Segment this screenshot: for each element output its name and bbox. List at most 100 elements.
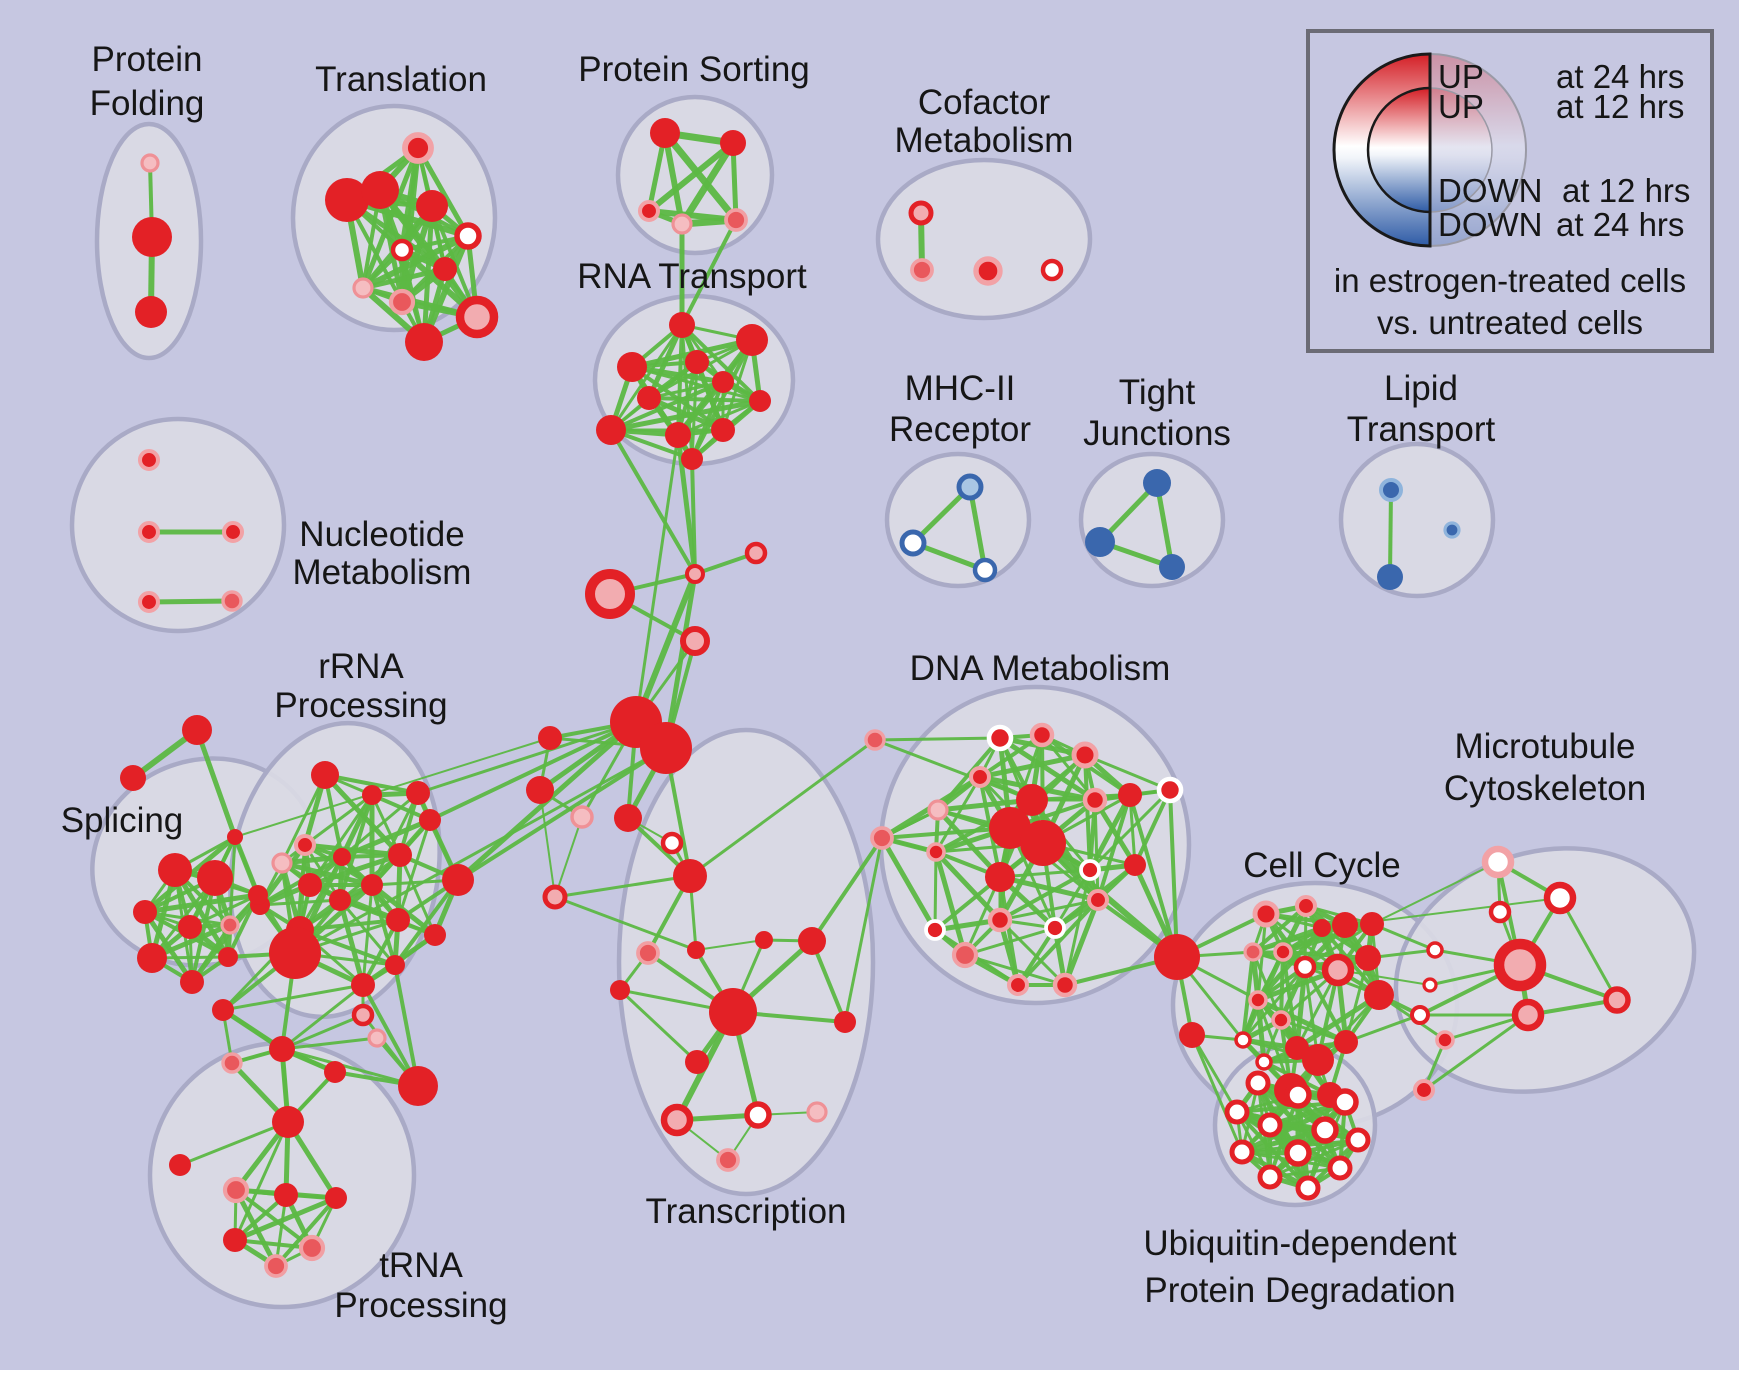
edge bbox=[695, 939, 765, 951]
node-113 bbox=[1079, 859, 1101, 881]
node-156 bbox=[1295, 1175, 1321, 1201]
node-55 bbox=[311, 761, 339, 789]
node-87 bbox=[269, 1036, 295, 1062]
node-18 bbox=[724, 208, 748, 232]
node-115 bbox=[1086, 888, 1110, 912]
cluster-mt-label-1: Cytoskeleton bbox=[1444, 769, 1646, 808]
cluster-mh-ellipse bbox=[884, 451, 1032, 589]
node-172 bbox=[221, 590, 243, 612]
edge bbox=[1062, 899, 1101, 986]
cluster-tr-label-0: Translation bbox=[315, 60, 487, 99]
cluster-cc-label-0: Cell Cycle bbox=[1243, 846, 1401, 885]
edge bbox=[194, 729, 238, 838]
edge bbox=[554, 895, 697, 952]
node-22 bbox=[685, 350, 709, 374]
node-75 bbox=[197, 860, 233, 896]
edge bbox=[998, 918, 1067, 987]
node-50 bbox=[834, 1011, 856, 1033]
node-92 bbox=[169, 1154, 191, 1176]
node-71 bbox=[269, 927, 321, 979]
edge bbox=[999, 874, 1099, 903]
edge bbox=[1251, 904, 1308, 954]
node-119 bbox=[951, 941, 979, 969]
edge bbox=[1190, 1034, 1239, 1113]
node-12 bbox=[455, 295, 499, 339]
cluster-dm-label-0: DNA Metabolism bbox=[910, 649, 1171, 688]
node-11 bbox=[388, 288, 416, 316]
node-132 bbox=[1293, 955, 1317, 979]
node-54 bbox=[716, 1148, 740, 1172]
node-128 bbox=[1332, 912, 1358, 938]
edge bbox=[633, 572, 698, 724]
node-134 bbox=[1355, 945, 1381, 971]
node-158 bbox=[1543, 881, 1577, 915]
node-83 bbox=[120, 765, 146, 791]
cluster-lt-label-0: Lipid bbox=[1384, 369, 1458, 408]
node-85 bbox=[227, 829, 243, 845]
node-177 bbox=[956, 473, 984, 501]
edge bbox=[338, 794, 374, 901]
node-82 bbox=[248, 885, 268, 905]
node-23 bbox=[712, 371, 734, 393]
node-3 bbox=[402, 132, 434, 164]
node-16 bbox=[637, 199, 661, 223]
node-153 bbox=[1284, 1139, 1312, 1167]
node-14 bbox=[650, 118, 680, 148]
edge bbox=[1016, 926, 1057, 987]
edge bbox=[1241, 1127, 1326, 1155]
node-96 bbox=[223, 1228, 247, 1252]
node-26 bbox=[596, 415, 626, 445]
node-146 bbox=[1284, 1081, 1312, 1109]
node-123 bbox=[1154, 934, 1200, 980]
node-2 bbox=[135, 296, 167, 328]
node-28 bbox=[711, 418, 735, 442]
node-127 bbox=[1313, 919, 1331, 937]
cluster-tx-label-0: Transcription bbox=[646, 1192, 847, 1231]
node-24 bbox=[749, 390, 771, 412]
node-27 bbox=[665, 422, 691, 448]
node-125 bbox=[1252, 900, 1280, 928]
node-37 bbox=[526, 776, 554, 804]
edge bbox=[294, 746, 667, 955]
edge bbox=[179, 1120, 289, 1167]
cluster-tj-label-1: Junctions bbox=[1083, 414, 1231, 453]
cluster-nm-label-1: Metabolism bbox=[293, 553, 472, 592]
node-142 bbox=[1334, 1030, 1358, 1054]
edge bbox=[1423, 1013, 1529, 1092]
node-111 bbox=[1118, 783, 1142, 807]
node-139 bbox=[1255, 1053, 1273, 1071]
node-25 bbox=[637, 386, 661, 410]
node-1 bbox=[132, 217, 172, 257]
edge bbox=[1092, 798, 1138, 867]
edge bbox=[299, 928, 396, 967]
node-155 bbox=[1257, 1164, 1283, 1190]
cluster-pf-label-1: Folding bbox=[90, 84, 205, 123]
legend-border bbox=[1306, 29, 1714, 353]
edge bbox=[189, 893, 259, 929]
node-126 bbox=[1294, 894, 1318, 918]
cluster-ub-label-1: Protein Degradation bbox=[1144, 1271, 1455, 1310]
node-79 bbox=[180, 970, 204, 994]
edge bbox=[1558, 897, 1619, 1001]
cluster-cf-label-1: Metabolism bbox=[895, 121, 1074, 160]
node-147 bbox=[1331, 1088, 1359, 1116]
cluster-tj-ellipse bbox=[1078, 451, 1226, 589]
legend-row1-dir: UP bbox=[1438, 58, 1484, 95]
node-8 bbox=[390, 238, 414, 262]
node-57 bbox=[406, 781, 430, 805]
node-94 bbox=[274, 1183, 298, 1207]
edge bbox=[1256, 913, 1268, 1001]
node-117 bbox=[924, 919, 946, 941]
edge bbox=[222, 983, 364, 1012]
edge bbox=[810, 940, 847, 1023]
edge bbox=[648, 380, 724, 400]
node-49 bbox=[685, 1050, 709, 1074]
node-63 bbox=[361, 874, 383, 896]
edge bbox=[1190, 1034, 1244, 1153]
node-58 bbox=[293, 833, 317, 857]
cluster-cf-ellipse bbox=[875, 157, 1093, 321]
node-186 bbox=[351, 1003, 375, 1027]
edge bbox=[554, 874, 691, 899]
node-138 bbox=[1234, 1031, 1252, 1049]
edge bbox=[690, 381, 725, 460]
